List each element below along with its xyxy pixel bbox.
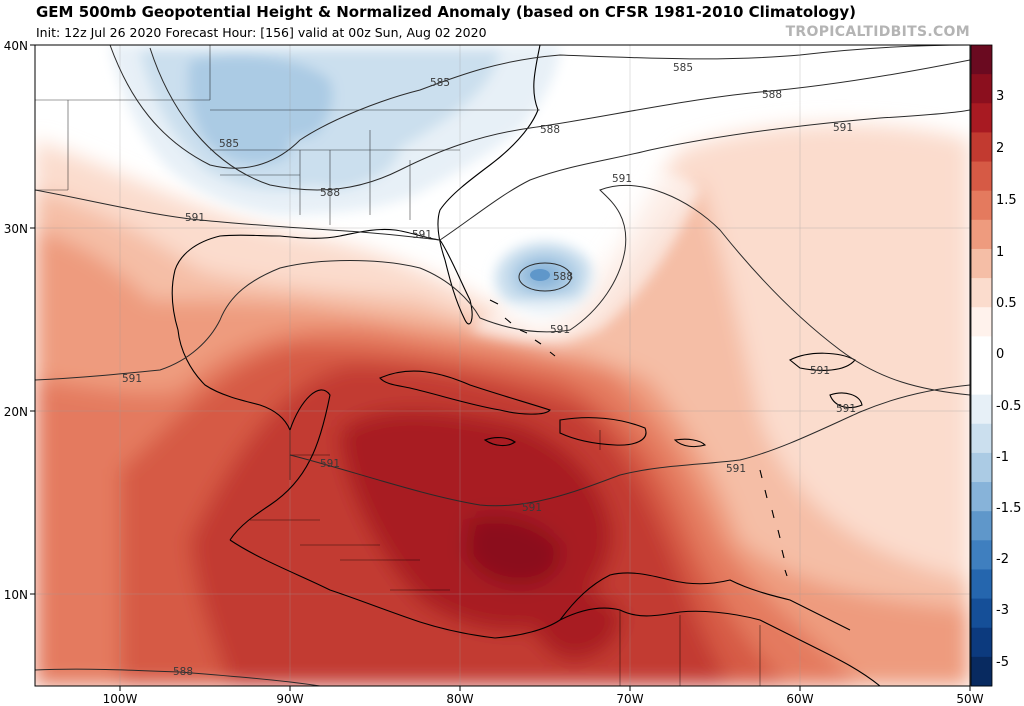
- contour-label: 591: [550, 324, 570, 336]
- colorbar-swatch: [971, 656, 992, 687]
- colorbar-label: 3: [996, 89, 1004, 104]
- contour-label: 591: [810, 365, 830, 377]
- coastlines: [171, 45, 881, 686]
- low-center: [530, 269, 550, 281]
- colorbar-label: 0.5: [996, 296, 1017, 311]
- colorbar-swatch: [971, 248, 992, 279]
- colorbar-swatch: [971, 482, 992, 512]
- colorbar-swatch: [971, 103, 992, 133]
- colorbar-swatch: [971, 452, 992, 483]
- lon-label: 100W: [103, 692, 138, 706]
- lon-label: 70W: [616, 692, 643, 706]
- contour-label: 588: [540, 124, 560, 136]
- map-frame: [34, 44, 971, 687]
- colorbar-swatch: [971, 45, 992, 75]
- colorbar: [971, 45, 992, 687]
- contour-label: 591: [320, 458, 340, 470]
- lat-label: 10N: [4, 588, 28, 602]
- lat-label: 40N: [4, 39, 28, 53]
- lon-label: 80W: [446, 692, 473, 706]
- colorbar-swatch: [971, 219, 992, 250]
- colorbar-swatch: [971, 278, 992, 308]
- contour-label: 585: [430, 77, 450, 89]
- contour-label: 591: [833, 122, 853, 134]
- colorbar-swatch: [971, 540, 992, 570]
- contour-label: 588: [553, 271, 573, 283]
- colorbar-label: 1.5: [996, 193, 1017, 208]
- colorbar-label: -3: [996, 603, 1009, 618]
- map-field: 585 585 585 588 588 588 591 591 591 591 …: [35, 45, 970, 686]
- lat-label: 20N: [4, 405, 28, 419]
- colorbar-label: -5: [996, 655, 1009, 670]
- colorbar-swatch: [971, 423, 992, 454]
- colorbar-swatch: [971, 161, 992, 192]
- contour-label: 588: [320, 187, 340, 199]
- brand-watermark[interactable]: TROPICALTIDBITS.COM: [785, 24, 970, 40]
- colorbar-swatch: [971, 307, 992, 337]
- height-contours: [35, 45, 970, 686]
- colorbar-labels: 3 2 1.5 1 0.5 0 -0.5 -1 -1.5 -2 -3 -5: [996, 89, 1021, 670]
- contour-label: 591: [836, 403, 856, 415]
- lon-label: 50W: [956, 692, 983, 706]
- axis-ticks: [30, 44, 971, 691]
- contour-label: 591: [412, 229, 432, 241]
- contour-label: 591: [122, 373, 142, 385]
- colorbar-swatch: [971, 394, 992, 425]
- colorbar-swatch: [971, 627, 992, 658]
- contour-label: 591: [612, 173, 632, 185]
- lon-label: 90W: [276, 692, 303, 706]
- colorbar-swatch: [971, 511, 992, 541]
- contour-label: 591: [522, 502, 542, 514]
- contour-label: 588: [762, 89, 782, 101]
- lat-label: 30N: [4, 222, 28, 236]
- contour-label: 585: [673, 62, 693, 74]
- forecast-info: Init: 12z Jul 26 2020 Forecast Hour: [15…: [36, 25, 487, 40]
- colorbar-label: 2: [996, 141, 1004, 156]
- colorbar-label: -1: [996, 450, 1009, 465]
- colorbar-label: -1.5: [996, 501, 1021, 516]
- colorbar-swatch: [971, 190, 992, 221]
- colorbar-swatch: [971, 74, 992, 104]
- colorbar-label: -0.5: [996, 399, 1021, 414]
- colorbar-label: 1: [996, 245, 1004, 260]
- colorbar-swatch: [971, 132, 992, 163]
- contour-label: 591: [726, 463, 746, 475]
- colorbar-swatch: [971, 598, 992, 629]
- contour-labels: 585 585 585 588 588 588 591 591 591 591 …: [122, 62, 856, 678]
- map-title: GEM 500mb Geopotential Height & Normaliz…: [36, 3, 856, 21]
- contour-label: 588: [173, 666, 193, 678]
- contour-label: 585: [219, 138, 239, 150]
- lon-label: 60W: [786, 692, 813, 706]
- colorbar-swatch: [971, 365, 992, 396]
- colorbar-label: -2: [996, 552, 1009, 567]
- colorbar-swatch: [971, 336, 992, 366]
- colorbar-label: 0: [996, 347, 1004, 362]
- lat-labels: 40N 30N 20N 10N: [4, 39, 28, 602]
- colorbar-frame: [970, 44, 993, 687]
- colorbar-swatch: [971, 569, 992, 600]
- lon-labels: 100W 90W 80W 70W 60W 50W: [103, 692, 984, 706]
- contour-label: 591: [185, 212, 205, 224]
